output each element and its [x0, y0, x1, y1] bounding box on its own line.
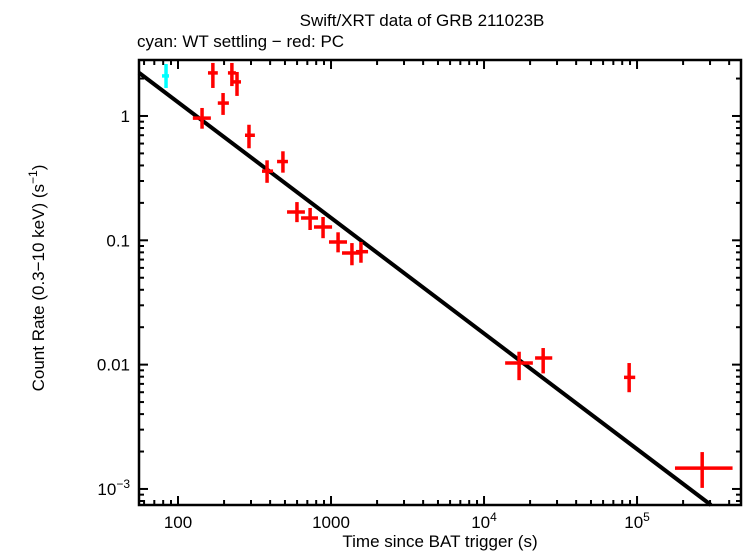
data-point-pc: [301, 207, 318, 231]
plot-content: 100 1000 104 105 1 0.1 0.01 10−3: [97, 58, 743, 532]
data-point-pc: [244, 124, 255, 149]
fit-line: [137, 71, 713, 507]
y-tick-label: 10−3: [97, 477, 130, 499]
y-axis-label: Count Rate (0.3−10 keV) (s−1): [26, 165, 48, 392]
x-axis-label: Time since BAT trigger (s): [342, 532, 537, 551]
data-point-pc: [342, 243, 360, 266]
data-point-pc: [192, 107, 211, 129]
data-point-pc: [277, 151, 288, 173]
data-point-pc: [207, 62, 218, 88]
plot-frame: [137, 58, 743, 507]
y-tick-label: 0.01: [97, 356, 130, 375]
x-tick-label: 100: [164, 513, 192, 532]
data-point-pc: [328, 232, 348, 253]
x-tick-label: 104: [471, 510, 497, 532]
y-tick-label: 1: [121, 107, 130, 126]
data-point-pc: [674, 452, 733, 488]
data-point-pc: [287, 202, 305, 223]
data-point-pc: [217, 93, 229, 115]
x-tick-label: 105: [624, 510, 650, 532]
y-tick-label: 0.1: [106, 231, 130, 250]
chart-title: Swift/XRT data of GRB 211023B: [300, 11, 545, 30]
data-point-pc: [624, 363, 636, 393]
chart-subtitle-legend: cyan: WT settling − red: PC: [137, 32, 344, 51]
data-point-pc: [505, 351, 533, 381]
data-point-wt-settling: [162, 63, 169, 88]
data-point-pc: [313, 216, 333, 239]
data-point-pc: [535, 348, 553, 374]
data-point-pc: [355, 241, 369, 263]
data-point-pc: [233, 71, 241, 96]
data-point-pc: [227, 62, 236, 87]
x-tick-label: 1000: [312, 513, 350, 532]
data-point-pc: [262, 160, 274, 183]
